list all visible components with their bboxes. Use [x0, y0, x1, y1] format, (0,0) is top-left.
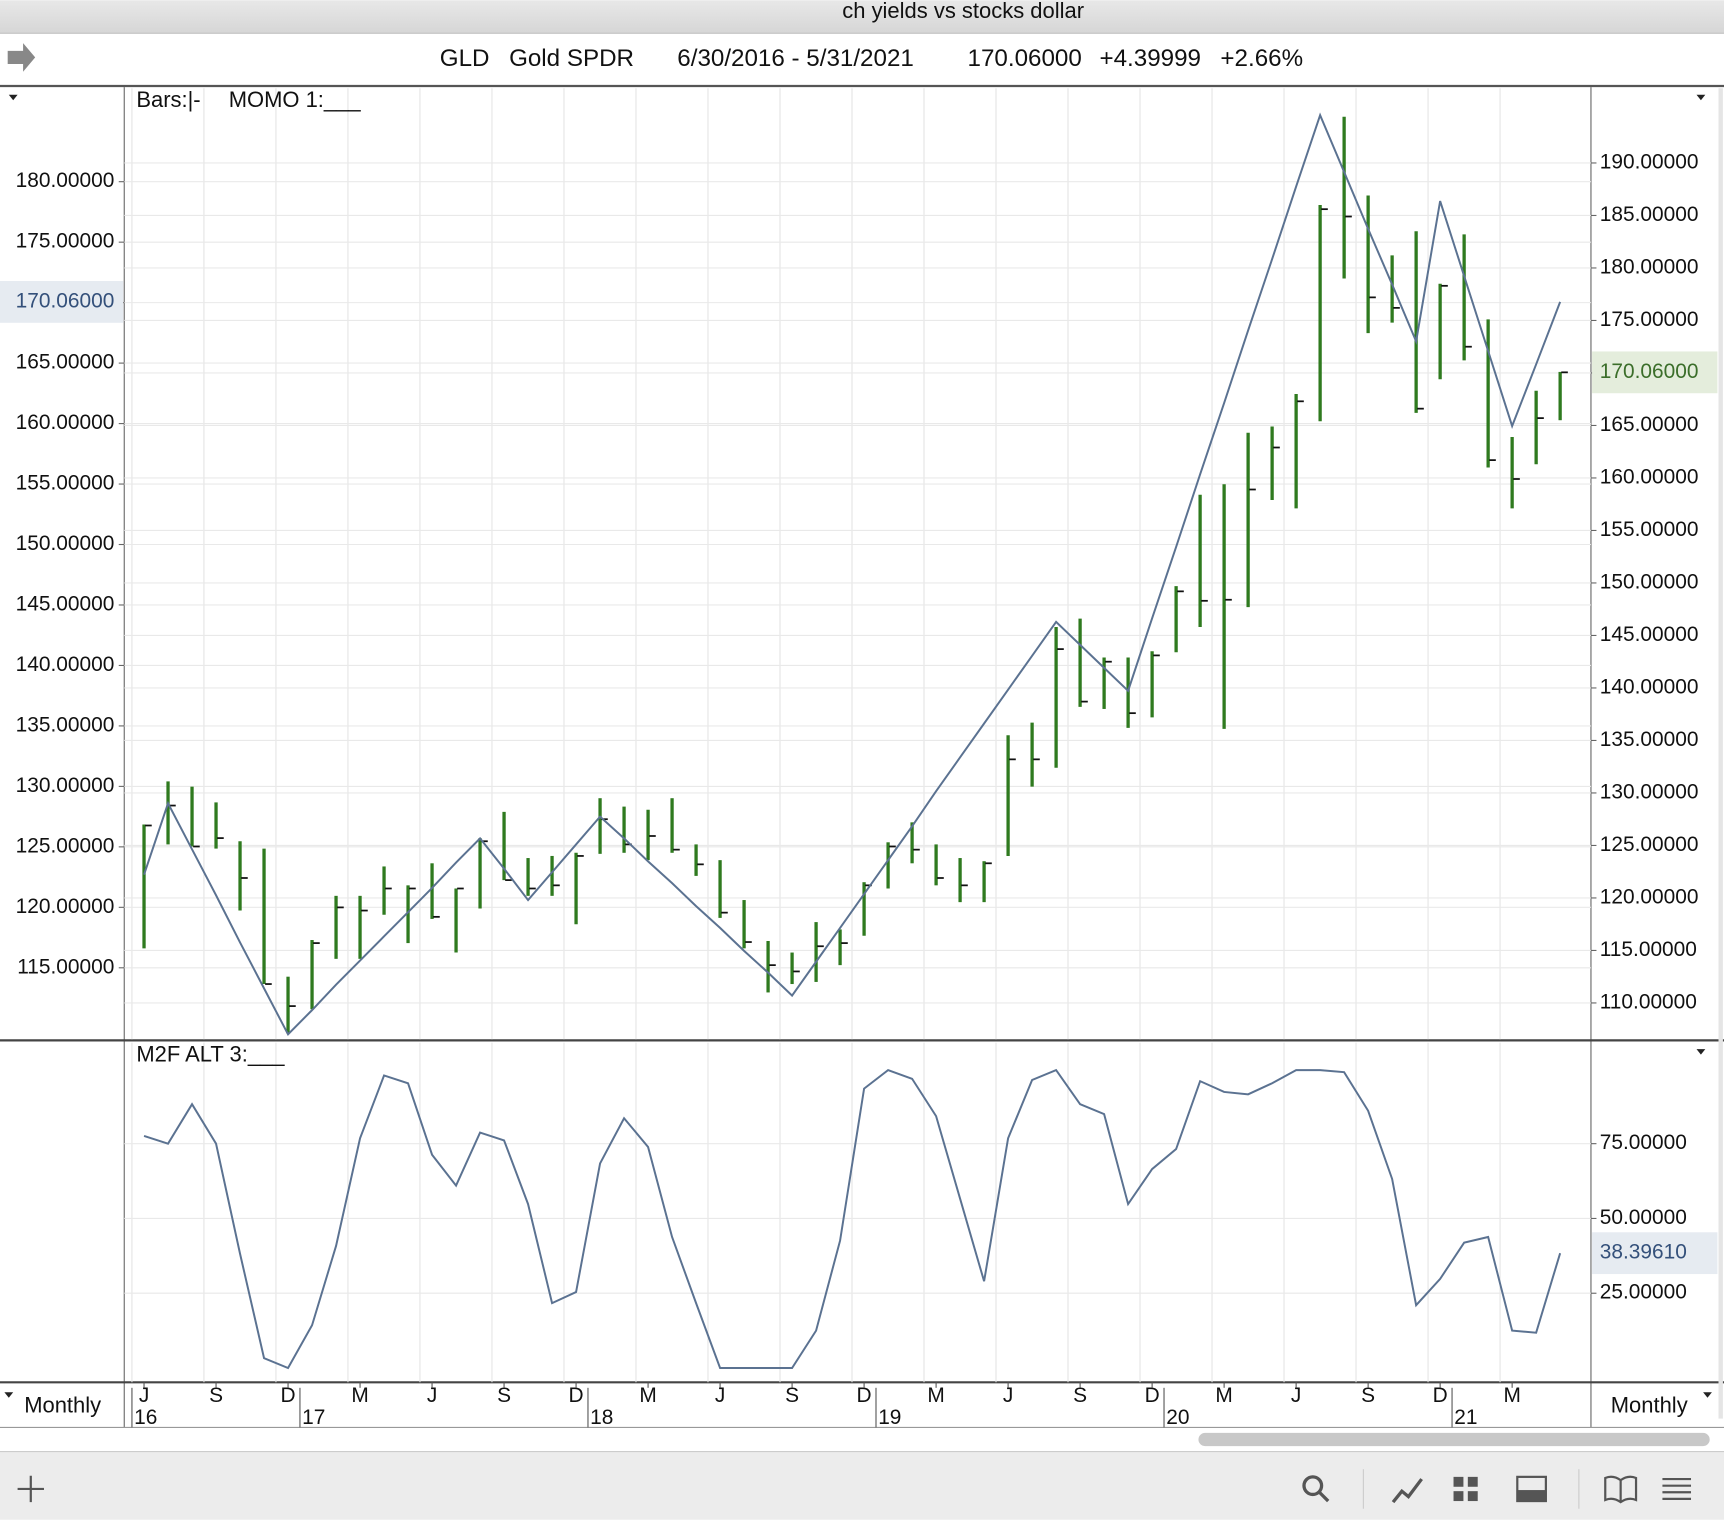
- indicator-line: [143, 112, 1562, 1036]
- y2-tick-label: 50.00000: [1600, 1206, 1687, 1229]
- y-tick-label: 145.00000: [16, 592, 115, 615]
- year-label: 19: [878, 1406, 901, 1429]
- title-bar: [0, 0, 1724, 34]
- y-tick-label: 130.00000: [16, 774, 115, 797]
- y-tick-label: 180.00000: [16, 169, 115, 192]
- x-tick-label: J: [715, 1384, 725, 1407]
- y2-tick-label: 130.00000: [1600, 780, 1699, 803]
- panel-menu[interactable]: [8, 94, 18, 101]
- y2-tick-label: 190.00000: [1600, 150, 1699, 173]
- y-tick-label: 140.00000: [16, 653, 115, 676]
- y-tick-label: 120.00000: [16, 895, 115, 918]
- x-tick-label: J: [427, 1384, 437, 1407]
- x-tick-label: M: [639, 1384, 656, 1407]
- chart-style-button[interactable]: [1391, 1478, 1423, 1504]
- menu-button[interactable]: [1662, 1477, 1692, 1500]
- y2-tick-label: 160.00000: [1600, 465, 1699, 488]
- y-tick-label: 160.00000: [16, 411, 115, 434]
- y2-tick-label: 155.00000: [1600, 518, 1699, 541]
- x-tick-label: S: [1361, 1384, 1375, 1407]
- y2-tick-label: 150.00000: [1600, 570, 1699, 593]
- y2-tick-label: 115.00000: [1600, 938, 1697, 961]
- x-tick-label: J: [1003, 1384, 1013, 1407]
- series-label: MOMO 1:___: [229, 87, 362, 112]
- panel-menu[interactable]: [1696, 1049, 1706, 1055]
- x-tick-label: D: [1433, 1384, 1448, 1407]
- instrument-name: Gold SPDR: [509, 45, 634, 72]
- x-tick-label: D: [857, 1384, 872, 1407]
- y-tick-label: 150.00000: [16, 532, 115, 555]
- y2-tick-label: 185.00000: [1600, 203, 1699, 226]
- period-menu[interactable]: [1703, 1392, 1712, 1398]
- plot-area: 115.00000 120.00000 125.00000 130.00000 135.…: [0, 87, 1718, 1429]
- x-tick-label: D: [1145, 1384, 1160, 1407]
- y2-tick-label: 175.00000: [1600, 308, 1699, 331]
- y2-tick-label: 165.00000: [1600, 413, 1699, 436]
- y-tick-label: 155.00000: [16, 472, 115, 495]
- window-title: ch yields vs stocks dollar: [842, 0, 1084, 23]
- y-tick-label: 115.00000: [17, 955, 114, 978]
- x-tick-label: J: [139, 1384, 149, 1407]
- percent-change: +2.66%: [1220, 45, 1303, 72]
- x-tick-label: D: [281, 1384, 296, 1407]
- series-label: M2F ALT 3:___: [136, 1042, 285, 1067]
- y2-tick-label: 25.00000: [1600, 1281, 1687, 1304]
- x-tick-label: D: [569, 1384, 584, 1407]
- current-value-label: 38.39610: [1600, 1241, 1687, 1264]
- book-button[interactable]: [1604, 1475, 1638, 1504]
- x-tick-label: S: [497, 1384, 511, 1407]
- y2-tick-label: 125.00000: [1600, 833, 1699, 856]
- year-label: 18: [590, 1406, 613, 1429]
- scroll-track: [1718, 88, 1723, 1419]
- y2-tick-label: 140.00000: [1600, 675, 1699, 698]
- forward-arrow[interactable]: [7, 43, 36, 72]
- horizontal-scrollbar[interactable]: [1198, 1432, 1710, 1447]
- last-price: 170.06000: [968, 45, 1082, 72]
- y2-tick-label: 145.00000: [1600, 623, 1699, 646]
- year-label: 20: [1166, 1406, 1189, 1429]
- year-label: 21: [1454, 1406, 1477, 1429]
- y2-tick-label: 75.00000: [1600, 1131, 1687, 1154]
- period-label[interactable]: Monthly: [1611, 1392, 1688, 1417]
- add-button[interactable]: [17, 1475, 44, 1503]
- x-tick-label: M: [927, 1384, 944, 1407]
- y2-tick-label: 120.00000: [1600, 885, 1699, 908]
- year-label: 16: [134, 1406, 157, 1429]
- year-label: 17: [302, 1406, 325, 1429]
- panel-button[interactable]: [1516, 1475, 1547, 1503]
- search-button[interactable]: [1302, 1475, 1330, 1503]
- toolbar: [0, 1451, 1724, 1520]
- date-range: 6/30/2016 - 5/31/2021: [677, 45, 914, 72]
- y2-tick-label: 135.00000: [1600, 728, 1699, 751]
- series-label: Bars:|-: [136, 87, 200, 112]
- period-label[interactable]: Monthly: [24, 1392, 101, 1417]
- y-tick-label: 135.00000: [16, 713, 115, 736]
- x-tick-label: M: [1215, 1384, 1232, 1407]
- current-value-label: 170.06000: [1600, 360, 1699, 383]
- current-value-box: [1592, 351, 1718, 394]
- current-value-box: [1592, 1232, 1718, 1275]
- current-value-label: 170.06000: [16, 289, 115, 312]
- y-tick-label: 165.00000: [16, 351, 115, 374]
- x-tick-label: M: [1503, 1384, 1520, 1407]
- symbol: GLD: [440, 45, 490, 72]
- indicator-line: [143, 1068, 1562, 1370]
- x-tick-label: S: [1073, 1384, 1087, 1407]
- period-menu[interactable]: [4, 1392, 14, 1398]
- x-tick-label: M: [351, 1384, 368, 1407]
- x-tick-label: J: [1291, 1384, 1301, 1407]
- x-tick-label: S: [209, 1384, 223, 1407]
- layout-button[interactable]: [1453, 1476, 1478, 1502]
- panel-menu[interactable]: [1696, 94, 1706, 101]
- y2-tick-label: 110.00000: [1600, 990, 1697, 1013]
- price-change: +4.39999: [1099, 45, 1200, 72]
- x-tick-label: S: [785, 1384, 799, 1407]
- current-value-box: [0, 281, 124, 323]
- y-tick-label: 125.00000: [16, 834, 115, 857]
- y-tick-label: 175.00000: [16, 230, 115, 253]
- y2-tick-label: 180.00000: [1600, 255, 1699, 278]
